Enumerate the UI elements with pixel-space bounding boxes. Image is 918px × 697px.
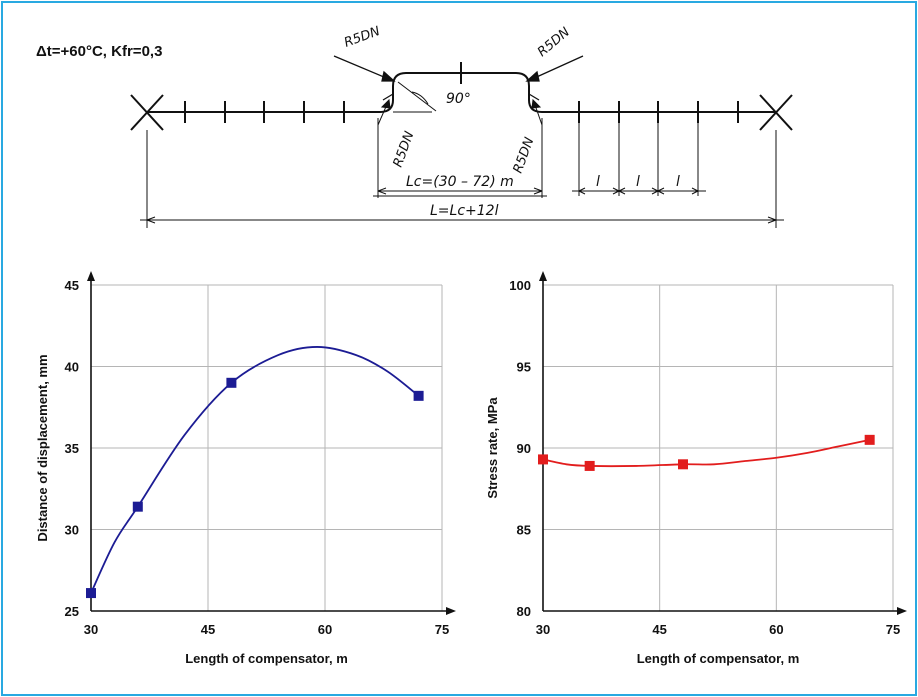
stress-markers (538, 434, 875, 471)
displacement-series-line (90, 346, 420, 594)
stress-y-axis-label: Stress rate, MPa (485, 397, 500, 499)
displacement-y-tick-25: 25 (65, 604, 79, 619)
radius-label-bottom-right: R5DN (511, 135, 538, 175)
stress-series-line (542, 438, 870, 468)
dimension-lines (140, 98, 784, 228)
stress-point-3 (678, 459, 688, 470)
stress-y-tick-80: 80 (517, 604, 531, 619)
support-ticks (184, 62, 739, 123)
stress-x-tick-75: 75 (886, 622, 900, 637)
total-length-label: L=Lc+12l (430, 203, 499, 219)
displacement-chart: 30 45 60 75 25 30 35 40 45 Length of compensator… (35, 271, 456, 666)
stress-point-2 (584, 460, 595, 471)
stress-y-tick-85: 85 (517, 523, 531, 538)
condition-label: Δt=+60°C, Kfr=0,3 (36, 43, 162, 60)
displacement-point-4 (413, 390, 424, 401)
stress-chart: 30 45 60 75 80 85 90 95 100 Length of compensato… (485, 271, 907, 666)
stress-grid (543, 284, 894, 611)
displacement-point-3 (226, 377, 237, 388)
radius-arrows (333, 55, 584, 101)
displacement-axes (87, 271, 456, 615)
span-label-3: l (676, 174, 680, 190)
displacement-y-tick-30: 30 (65, 523, 79, 538)
angle-marker (393, 81, 437, 113)
radius-label-bottom-left: R5DN (391, 129, 418, 169)
stress-x-tick-45: 45 (652, 622, 666, 637)
displacement-point-2 (132, 501, 143, 512)
radius-label-top-right: R5DN (535, 25, 573, 60)
displacement-tick-labels: 30 45 60 75 25 30 35 40 45 (65, 278, 450, 637)
displacement-x-axis-arrow (446, 607, 456, 615)
displacement-grid (91, 284, 443, 611)
stress-tick-labels: 30 45 60 75 80 85 90 95 100 (509, 278, 900, 637)
displacement-y-tick-35: 35 (65, 441, 79, 456)
compensator-length-label: Lc=(30 – 72) m (406, 174, 514, 190)
stress-x-tick-30: 30 (536, 622, 550, 637)
stress-point-1 (538, 454, 548, 465)
span-label-1: l (596, 174, 600, 190)
displacement-y-axis-label: Distance of displacement, mm (35, 354, 50, 541)
stress-y-tick-100: 100 (509, 278, 531, 293)
displacement-y-axis-arrow (87, 271, 95, 281)
displacement-y-tick-45: 45 (65, 278, 79, 293)
displacement-point-1 (86, 588, 96, 599)
stress-y-tick-90: 90 (517, 441, 531, 456)
displacement-x-tick-30: 30 (84, 622, 98, 637)
stress-x-tick-60: 60 (769, 622, 783, 637)
stress-x-axis-label: Length of compensator, m (637, 651, 800, 666)
stress-point-4 (864, 434, 875, 445)
displacement-x-tick-75: 75 (435, 622, 449, 637)
span-label-2: l (636, 174, 640, 190)
stress-axes (539, 271, 907, 615)
angle-label: 90° (446, 91, 471, 107)
displacement-x-tick-45: 45 (201, 622, 215, 637)
displacement-markers (86, 377, 424, 599)
pipeline-scheme: Δt=+60°C, Kfr=0,3 90° (36, 24, 793, 228)
stress-y-axis-arrow (539, 271, 547, 281)
radius-label-top-left: R5DN (342, 24, 382, 51)
stress-y-tick-95: 95 (517, 360, 531, 375)
displacement-y-tick-40: 40 (65, 360, 79, 375)
stress-x-axis-arrow (897, 607, 907, 615)
displacement-x-tick-60: 60 (318, 622, 332, 637)
displacement-x-axis-label: Length of compensator, m (185, 651, 348, 666)
